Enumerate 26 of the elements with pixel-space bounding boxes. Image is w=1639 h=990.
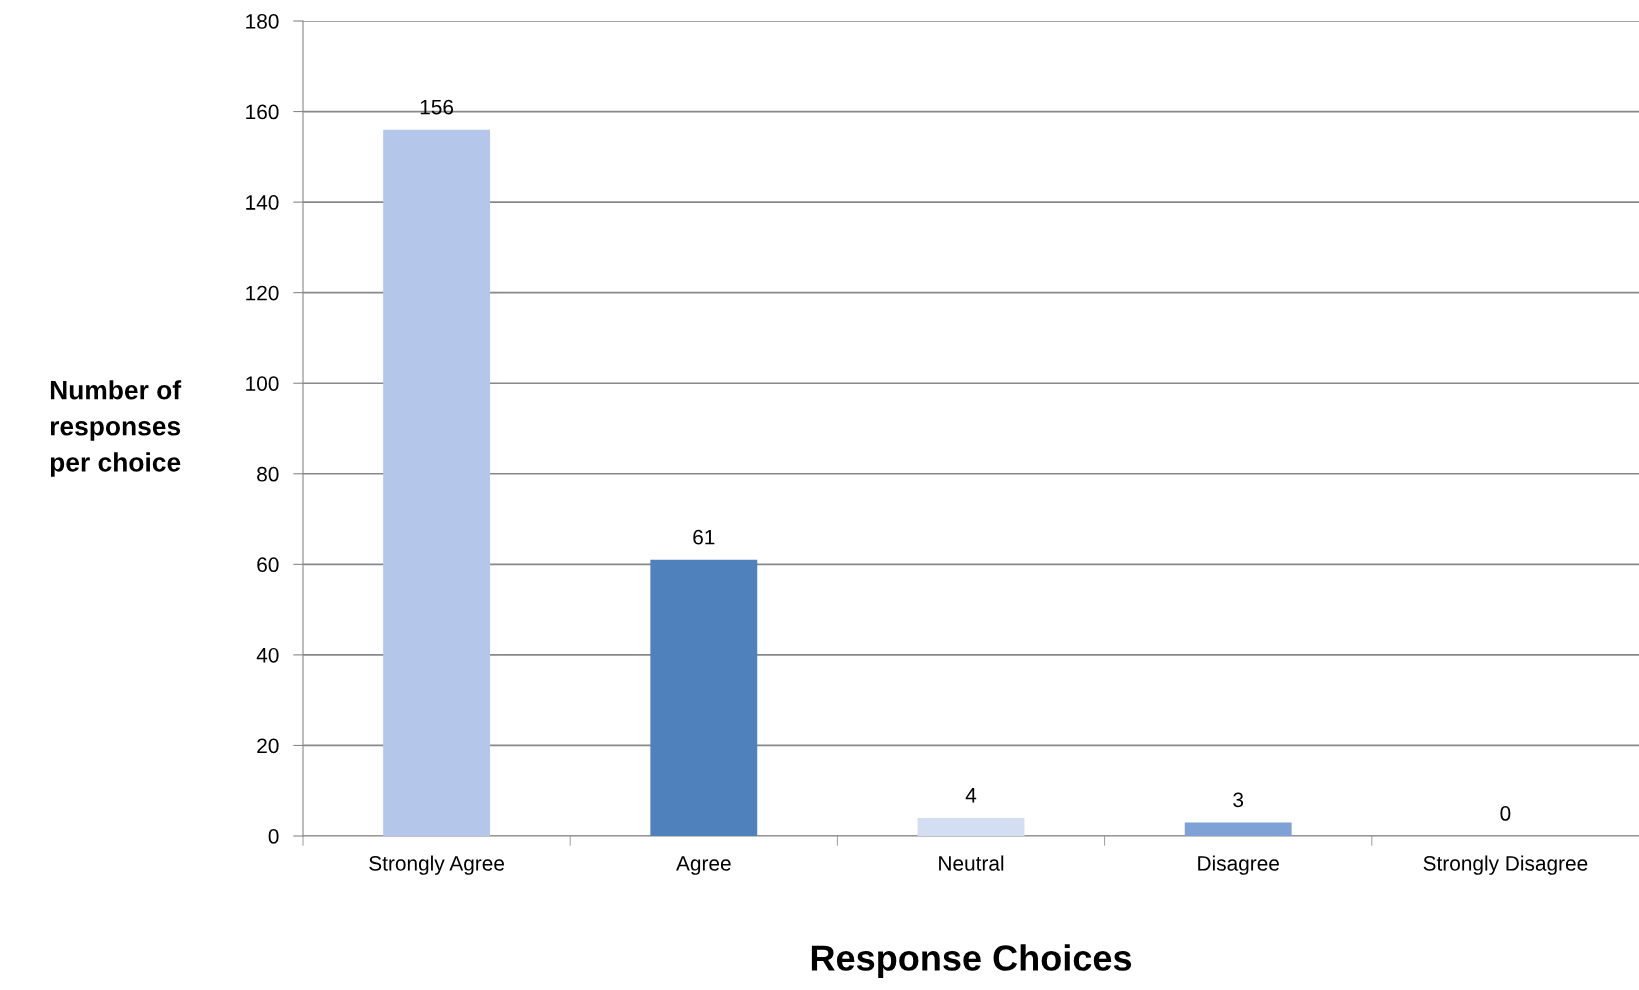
- y-tick-label: 20: [257, 738, 279, 754]
- x-tick-label: Neutral: [939, 855, 1004, 871]
- y-tick-label: 0: [268, 829, 279, 844]
- x-tick-label: Strongly Disagree: [1423, 855, 1588, 875]
- bar: [383, 129, 491, 836]
- y-tick-label: 60: [257, 557, 279, 573]
- data-label: 156: [420, 99, 454, 115]
- y-tick-label: 140: [246, 195, 279, 210]
- y-tick-label: 40: [256, 647, 279, 663]
- data-label: 0: [1500, 806, 1511, 821]
- y-tick-label: 100: [246, 376, 279, 391]
- x-tick-label: Agree: [676, 856, 731, 875]
- bar: [650, 559, 758, 836]
- data-label: 61: [693, 529, 715, 545]
- x-tick-label: Disagree: [1198, 855, 1279, 875]
- x-tick-label: Strongly Agree: [369, 855, 505, 875]
- y-tick-label: 120: [246, 285, 279, 301]
- y-axis-title: Number of responses per choice: [50, 380, 182, 477]
- data-label: 4: [965, 788, 977, 803]
- x-axis-title: Response Choices: [811, 944, 1132, 978]
- bar: [917, 817, 1025, 836]
- data-label: 3: [1233, 792, 1244, 808]
- y-tick-label: 180: [246, 14, 279, 29]
- bar: [1184, 822, 1292, 836]
- y-tick-label: 80: [257, 466, 279, 482]
- y-tick-label: 160: [246, 104, 279, 120]
